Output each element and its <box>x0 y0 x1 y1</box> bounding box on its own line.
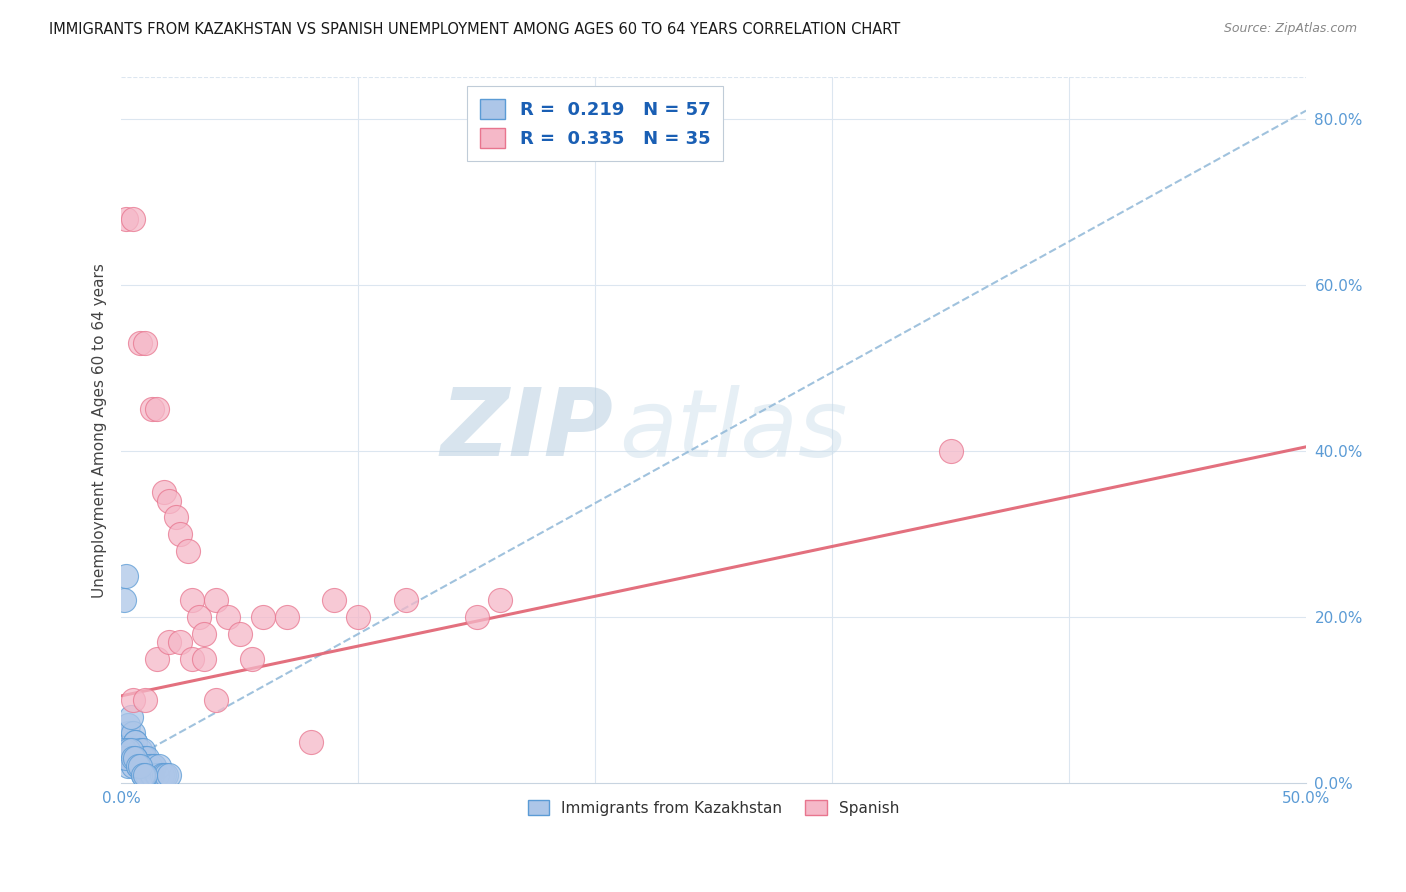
Point <box>122 759 145 773</box>
Point <box>134 693 156 707</box>
Point <box>141 768 163 782</box>
Point <box>117 759 139 773</box>
Point <box>134 759 156 773</box>
Point <box>131 768 153 782</box>
Point <box>138 768 160 782</box>
Point <box>205 693 228 707</box>
Point <box>150 768 173 782</box>
Point <box>134 751 156 765</box>
Point <box>136 768 159 782</box>
Point <box>117 726 139 740</box>
Point <box>131 768 153 782</box>
Point <box>141 402 163 417</box>
Point <box>299 734 322 748</box>
Point <box>188 610 211 624</box>
Point <box>276 610 298 624</box>
Point <box>181 651 204 665</box>
Point <box>134 336 156 351</box>
Point <box>217 610 239 624</box>
Point <box>181 593 204 607</box>
Point <box>115 751 138 765</box>
Point <box>157 768 180 782</box>
Point <box>240 651 263 665</box>
Point <box>120 709 142 723</box>
Point <box>112 751 135 765</box>
Point <box>117 718 139 732</box>
Point <box>122 751 145 765</box>
Point <box>134 759 156 773</box>
Point <box>143 759 166 773</box>
Point <box>153 485 176 500</box>
Point <box>124 751 146 765</box>
Text: IMMIGRANTS FROM KAZAKHSTAN VS SPANISH UNEMPLOYMENT AMONG AGES 60 TO 64 YEARS COR: IMMIGRANTS FROM KAZAKHSTAN VS SPANISH UN… <box>49 22 900 37</box>
Point <box>136 751 159 765</box>
Point <box>153 768 176 782</box>
Point <box>169 635 191 649</box>
Point <box>122 743 145 757</box>
Point <box>939 444 962 458</box>
Point <box>141 759 163 773</box>
Point <box>129 759 152 773</box>
Point <box>124 751 146 765</box>
Point <box>124 734 146 748</box>
Point <box>120 734 142 748</box>
Legend: Immigrants from Kazakhstan, Spanish: Immigrants from Kazakhstan, Spanish <box>519 790 908 825</box>
Point <box>131 751 153 765</box>
Point <box>347 610 370 624</box>
Point <box>112 743 135 757</box>
Y-axis label: Unemployment Among Ages 60 to 64 years: Unemployment Among Ages 60 to 64 years <box>93 263 107 598</box>
Point <box>193 626 215 640</box>
Text: Source: ZipAtlas.com: Source: ZipAtlas.com <box>1223 22 1357 36</box>
Point <box>129 743 152 757</box>
Point <box>112 593 135 607</box>
Point <box>115 751 138 765</box>
Point <box>136 759 159 773</box>
Point <box>127 751 149 765</box>
Point <box>252 610 274 624</box>
Point <box>134 768 156 782</box>
Point <box>115 568 138 582</box>
Point <box>157 635 180 649</box>
Point <box>145 651 167 665</box>
Point <box>122 726 145 740</box>
Point <box>120 751 142 765</box>
Point <box>394 593 416 607</box>
Point <box>489 593 512 607</box>
Text: ZIP: ZIP <box>440 384 613 476</box>
Point <box>148 759 170 773</box>
Point <box>145 768 167 782</box>
Point <box>115 743 138 757</box>
Point <box>120 743 142 757</box>
Point <box>165 510 187 524</box>
Point <box>115 211 138 226</box>
Point <box>117 743 139 757</box>
Point <box>122 211 145 226</box>
Point <box>169 527 191 541</box>
Point <box>127 751 149 765</box>
Point <box>141 768 163 782</box>
Point <box>323 593 346 607</box>
Point <box>129 751 152 765</box>
Point <box>145 402 167 417</box>
Text: atlas: atlas <box>619 384 846 475</box>
Point <box>155 768 177 782</box>
Point <box>127 759 149 773</box>
Point <box>127 759 149 773</box>
Point <box>193 651 215 665</box>
Point <box>112 734 135 748</box>
Point <box>122 693 145 707</box>
Point <box>124 734 146 748</box>
Point <box>205 593 228 607</box>
Point <box>138 759 160 773</box>
Point <box>131 743 153 757</box>
Point <box>228 626 250 640</box>
Point <box>143 759 166 773</box>
Point <box>157 493 180 508</box>
Point <box>129 759 152 773</box>
Point <box>129 336 152 351</box>
Point <box>138 759 160 773</box>
Point <box>176 543 198 558</box>
Point <box>465 610 488 624</box>
